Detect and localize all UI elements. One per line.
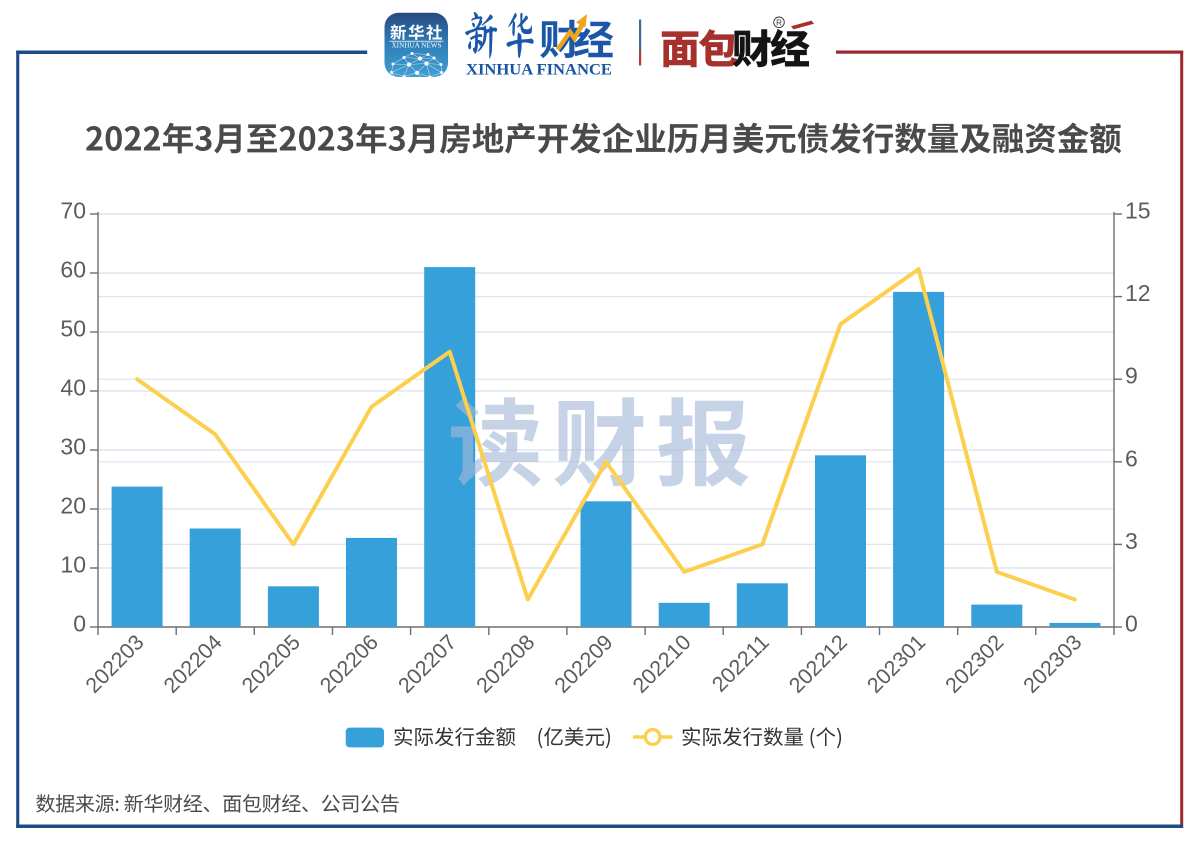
svg-text:XINHUA NEWS: XINHUA NEWS xyxy=(392,41,442,49)
svg-text:202302: 202302 xyxy=(941,630,1009,698)
svg-text:202303: 202303 xyxy=(1019,630,1087,698)
svg-text:R: R xyxy=(776,18,782,27)
svg-text:202204: 202204 xyxy=(159,630,227,698)
svg-text:50: 50 xyxy=(60,316,86,342)
svg-text:60: 60 xyxy=(60,257,86,283)
svg-text:202212: 202212 xyxy=(784,630,852,698)
svg-text:0: 0 xyxy=(73,611,86,637)
svg-text:202210: 202210 xyxy=(628,630,696,698)
svg-text:202207: 202207 xyxy=(394,630,462,698)
svg-text:12: 12 xyxy=(1125,280,1151,306)
svg-text:0: 0 xyxy=(1125,611,1138,637)
svg-text:202211: 202211 xyxy=(707,630,774,697)
svg-text:202206: 202206 xyxy=(315,630,383,698)
svg-text:202209: 202209 xyxy=(550,630,618,698)
svg-text:XINHUA FINANCE: XINHUA FINANCE xyxy=(466,62,612,79)
svg-text:202203: 202203 xyxy=(81,630,149,698)
svg-text:202208: 202208 xyxy=(472,630,540,698)
svg-text:30: 30 xyxy=(60,434,86,460)
svg-text:40: 40 xyxy=(60,375,86,401)
svg-text:15: 15 xyxy=(1125,198,1151,224)
svg-text:202205: 202205 xyxy=(237,630,305,698)
svg-text:70: 70 xyxy=(60,198,86,224)
svg-text:6: 6 xyxy=(1125,445,1138,471)
svg-text:10: 10 xyxy=(60,552,86,578)
svg-text:20: 20 xyxy=(60,493,86,519)
svg-text:9: 9 xyxy=(1125,363,1138,389)
svg-text:3: 3 xyxy=(1125,528,1138,554)
svg-text:202301: 202301 xyxy=(862,630,930,698)
